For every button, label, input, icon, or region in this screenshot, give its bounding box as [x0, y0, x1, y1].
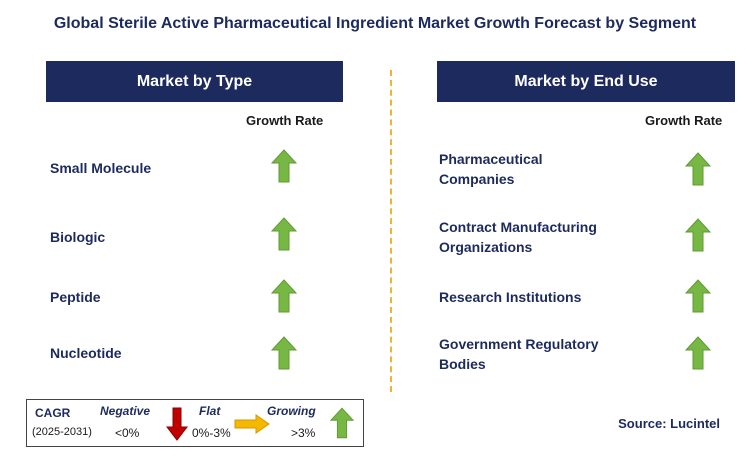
end-use-item-research-institutions: Research Institutions: [439, 289, 582, 305]
type-item-nucleotide: Nucleotide: [50, 345, 122, 361]
type-growth-rate-header: Growth Rate: [246, 113, 324, 128]
type-item-biologic: Biologic: [50, 229, 106, 245]
growing-arrow-icon: [271, 279, 297, 313]
legend-growing-range: >3%: [291, 426, 316, 440]
legend-growing-label: Growing: [267, 404, 316, 418]
legend-cagr-label: CAGR: [35, 406, 71, 420]
flat-arrow-icon: [234, 414, 270, 434]
end-use-label-line2: Organizations: [439, 239, 533, 255]
type-item-small-molecule: Small Molecule: [50, 160, 152, 176]
legend-negative-label: Negative: [100, 404, 151, 418]
growing-arrow-icon: [271, 336, 297, 370]
type-item-peptide: Peptide: [50, 289, 101, 305]
growing-arrow-icon: [685, 279, 711, 313]
end-use-label-line1: Pharmaceutical: [439, 151, 543, 167]
legend-flat-range: 0%-3%: [192, 426, 231, 440]
end-use-item-government-regulatory: Government Regulatory Bodies: [439, 334, 598, 374]
source-credit: Source: Lucintel: [618, 416, 720, 431]
end-use-label-line1: Government Regulatory: [439, 336, 599, 352]
cagr-legend: CAGR (2025-2031) Negative <0% Flat 0%-3%…: [26, 399, 364, 447]
end-use-growth-rate-header: Growth Rate: [645, 113, 723, 128]
end-use-item-contract-manufacturing: Contract Manufacturing Organizations: [439, 217, 597, 257]
end-use-label-line2: Companies: [439, 171, 515, 187]
market-by-end-use-header: Market by End Use: [437, 61, 735, 102]
negative-arrow-icon: [166, 407, 188, 441]
end-use-label-line1: Contract Manufacturing: [439, 219, 597, 235]
legend-negative-range: <0%: [115, 426, 140, 440]
growing-arrow-icon: [330, 406, 354, 440]
market-by-type-header: Market by Type: [46, 61, 343, 102]
end-use-label-line2: Bodies: [439, 356, 486, 372]
growing-arrow-icon: [271, 217, 297, 251]
chart-title: Global Sterile Active Pharmaceutical Ing…: [53, 15, 697, 32]
legend-flat-label: Flat: [199, 404, 221, 418]
growing-arrow-icon: [685, 218, 711, 252]
growing-arrow-icon: [271, 149, 297, 183]
growing-arrow-icon: [685, 336, 711, 370]
growing-arrow-icon: [685, 152, 711, 186]
legend-period: (2025-2031): [32, 426, 92, 438]
panel-divider: [390, 70, 392, 392]
end-use-item-pharmaceutical-companies: Pharmaceutical Companies: [439, 149, 543, 189]
